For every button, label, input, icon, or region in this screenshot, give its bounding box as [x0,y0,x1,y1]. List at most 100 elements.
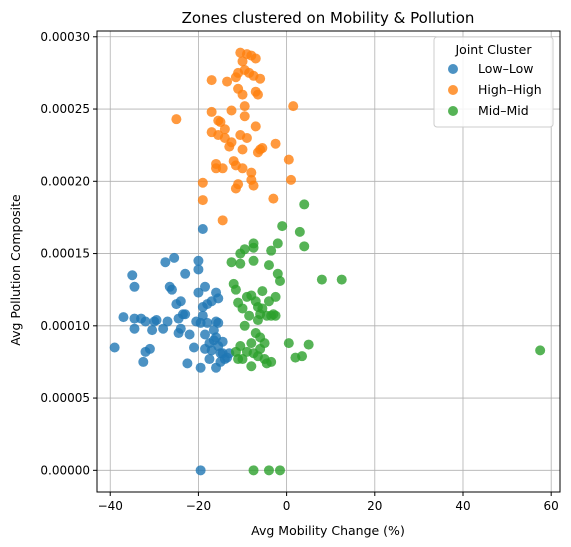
data-points [109,47,546,476]
legend-label: Low–Low [478,61,533,76]
data-point [129,323,140,334]
data-point [160,257,171,268]
data-point [151,315,162,326]
data-point [294,226,305,237]
y-tick-label: 0.00025 [40,102,90,116]
data-point [202,317,213,328]
data-point [171,114,182,125]
data-point [237,144,248,155]
x-axis: −40 −20 0 20 40 60 [98,492,559,513]
data-point [233,179,244,190]
data-point [266,356,277,367]
data-point [197,223,208,234]
x-tick-label: −40 [98,499,123,513]
data-point [219,124,230,135]
data-point [299,199,310,210]
data-point [230,284,241,295]
data-point [237,89,248,100]
y-tick-label: 0.00005 [40,391,90,405]
data-point [180,268,191,279]
data-point [283,338,294,349]
x-tick-label: 20 [367,499,382,513]
data-point [246,167,257,178]
chart-title: Zones clustered on Mobility & Pollution [182,9,475,27]
data-point [277,221,288,232]
data-point [286,174,297,185]
data-point [175,323,186,334]
data-point [195,465,206,476]
data-point [226,137,237,148]
data-point [252,89,263,100]
data-point [239,244,250,255]
data-point [197,310,208,321]
data-point [259,338,270,349]
data-point [217,163,228,174]
data-point [248,180,259,191]
data-point [239,111,250,122]
data-point [237,163,248,174]
data-point [239,320,250,331]
data-point [303,339,314,350]
data-point [297,351,308,362]
data-point [195,362,206,373]
data-point [244,310,255,321]
data-point [197,177,208,188]
data-point [237,56,248,67]
data-point [138,356,149,367]
data-point [166,284,177,295]
data-point [263,260,274,271]
y-tick-label: 0.00020 [40,174,90,188]
x-tick-label: −20 [186,499,211,513]
data-point [274,276,285,287]
data-point [162,316,173,327]
y-axis-title: Avg Pollution Composite [8,194,23,346]
data-point [248,238,259,249]
data-point [270,138,281,149]
data-point [270,310,281,321]
data-point [193,255,204,266]
data-point [213,317,224,328]
data-point [257,143,268,154]
data-point [250,121,261,132]
data-point [268,193,279,204]
data-point [263,465,274,476]
series-1 [171,47,299,226]
data-point [215,117,226,128]
data-point [226,257,237,268]
y-axis: 0.00000 0.00005 0.00010 0.00015 0.00020 0.000… [40,30,97,477]
data-point [299,241,310,252]
data-point [241,132,252,143]
data-point [127,270,138,281]
data-point [180,309,191,320]
data-point [169,252,180,263]
data-point [193,287,204,298]
data-point [222,76,233,87]
data-point [197,195,208,206]
data-point [147,325,158,336]
legend-marker [448,64,458,74]
data-point [316,274,327,285]
data-point [336,274,347,285]
legend-marker [448,106,458,116]
data-point [144,343,155,354]
data-point [204,354,215,365]
data-point [237,354,248,365]
legend-label: High–High [478,82,542,97]
y-tick-label: 0.00010 [40,319,90,333]
series-0 [109,223,235,476]
data-point [226,105,237,116]
data-point [250,53,261,64]
data-point [283,154,294,165]
data-point [246,361,257,372]
data-point [217,336,228,347]
data-point [193,264,204,275]
data-point [246,338,257,349]
x-tick-label: 0 [283,499,291,513]
data-point [175,296,186,307]
series-2 [226,199,546,476]
data-point [248,255,259,266]
data-point [140,316,151,327]
plot-frame [96,30,561,493]
data-point [255,73,266,84]
y-tick-label: 0.00000 [40,463,90,477]
